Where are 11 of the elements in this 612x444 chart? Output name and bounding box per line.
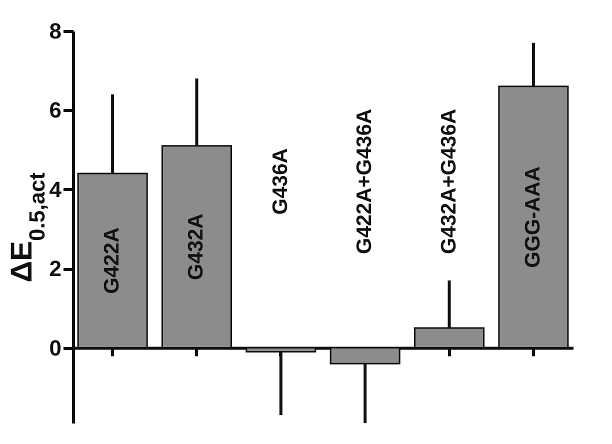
y-tick-label: 8 (49, 18, 62, 44)
x-tick-label: G422A (100, 227, 124, 294)
y-tick-label: 0 (49, 335, 62, 360)
y-tick-label: 2 (49, 256, 62, 282)
y-tick-label: 4 (49, 176, 62, 202)
x-tick-label: G432A+G436A (437, 108, 460, 254)
x-tick-label: G422A+G436A (353, 108, 376, 254)
x-tick-label: GGG-AAA (521, 166, 544, 268)
y-tick-label: 6 (49, 98, 62, 123)
x-tick-label: G436A (268, 148, 292, 215)
x-tick-label: G432A (184, 214, 208, 280)
